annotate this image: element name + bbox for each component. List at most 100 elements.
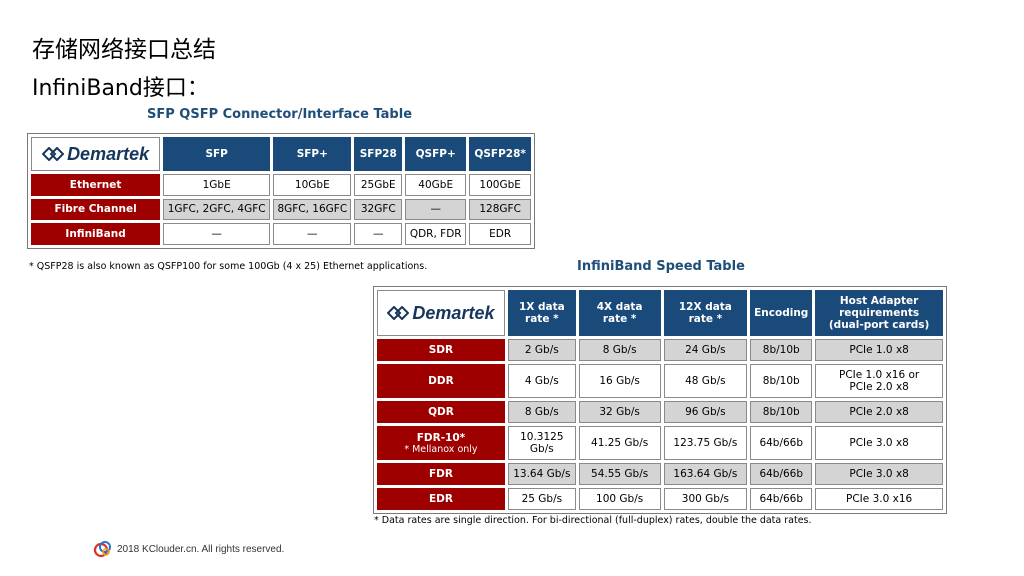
table-cell: 64b/66b <box>750 488 813 510</box>
table-cell: PCIe 2.0 x8 <box>815 401 943 423</box>
table-cell: — <box>273 223 352 245</box>
speed-table-caption: InfiniBand Speed Table <box>577 259 745 274</box>
row-header: InfiniBand <box>31 223 161 245</box>
table-cell: 8 Gb/s <box>507 401 576 423</box>
table-cell-line: 10.3125 <box>520 431 564 443</box>
col-header-line: 1X data <box>518 301 565 313</box>
row-header: SDR <box>377 339 505 361</box>
table-cell: 1GFC, 2GFC, 4GFC <box>163 198 271 221</box>
col-header: Encoding <box>750 290 813 336</box>
table-cell: 32GFC <box>354 198 403 221</box>
table-cell: QDR, FDR <box>405 223 467 245</box>
speed-table-footnote: * Data rates are single direction. For b… <box>374 515 812 526</box>
table-cell: 24 Gb/s <box>663 339 748 361</box>
col-header-line: Host Adapter <box>839 295 919 307</box>
row-header: QDR <box>377 401 505 423</box>
table-cell: — <box>163 223 271 245</box>
col-header: SFP <box>163 137 271 171</box>
table-row: FDR-10* * Mellanox only 10.3125 Gb/s 41.… <box>377 426 943 460</box>
demartek-logo: Demartek <box>31 137 161 171</box>
table-cell: 13.64 Gb/s <box>507 463 576 485</box>
table-cell: 8 Gb/s <box>578 339 661 361</box>
col-header-line: 4X data <box>596 301 643 313</box>
table-cell: PCIe 1.0 x16 or PCIe 2.0 x8 <box>815 364 943 398</box>
row-header: Fibre Channel <box>31 198 161 221</box>
demartek-diamond-icon <box>387 306 410 320</box>
table-cell: PCIe 3.0 x8 <box>815 463 943 485</box>
table-cell: 25 Gb/s <box>507 488 576 510</box>
col-header: QSFP28* <box>469 137 531 171</box>
table-cell: 8GFC, 16GFC <box>273 198 352 221</box>
table-cell: 32 Gb/s <box>578 401 661 423</box>
table-cell: 64b/66b <box>750 463 813 485</box>
demartek-diamond-icon <box>42 147 65 161</box>
table-cell-line: PCIe 1.0 x16 or <box>838 369 920 381</box>
row-header: FDR <box>377 463 505 485</box>
col-header: 1X data rate * <box>507 290 576 336</box>
table-cell: 1GbE <box>163 174 271 196</box>
table-row: SDR 2 Gb/s 8 Gb/s 24 Gb/s 8b/10b PCIe 1.… <box>377 339 943 361</box>
col-header-line: rate * <box>525 313 559 325</box>
table-row: EDR 25 Gb/s 100 Gb/s 300 Gb/s 64b/66b PC… <box>377 488 943 510</box>
kclouder-logo-icon <box>93 541 111 558</box>
table-cell: PCIe 1.0 x8 <box>815 339 943 361</box>
table-cell: — <box>354 223 403 245</box>
table-row: DDR 4 Gb/s 16 Gb/s 48 Gb/s 8b/10b PCIe 1… <box>377 364 943 398</box>
col-header: QSFP+ <box>405 137 467 171</box>
table-cell: 25GbE <box>354 174 403 196</box>
col-header-line: rate * <box>688 313 723 325</box>
row-header-sublabel: * Mellanox only <box>404 443 478 455</box>
table-cell: 10GbE <box>273 174 352 196</box>
table-cell: 48 Gb/s <box>663 364 748 398</box>
table-cell-line: PCIe 2.0 x8 <box>849 381 909 393</box>
table-cell: 8b/10b <box>750 364 813 398</box>
table-cell: PCIe 3.0 x8 <box>815 426 943 460</box>
row-header-label: FDR-10* <box>416 431 466 444</box>
table-row: Ethernet 1GbE 10GbE 25GbE 40GbE 100GbE <box>31 174 531 196</box>
slide-subtitle: InfiniBand接口： <box>32 76 209 101</box>
logo-wordmark: Demartek <box>412 302 495 323</box>
table-cell: 96 Gb/s <box>663 401 748 423</box>
table-cell: 8b/10b <box>750 401 813 423</box>
table-cell: — <box>405 198 467 221</box>
col-header-line: rate * <box>602 313 637 325</box>
col-header: SFP28 <box>354 137 403 171</box>
table-row: Fibre Channel 1GFC, 2GFC, 4GFC 8GFC, 16G… <box>31 198 531 221</box>
table-cell: 64b/66b <box>750 426 813 460</box>
table-row: FDR 13.64 Gb/s 54.55 Gb/s 163.64 Gb/s 64… <box>377 463 943 485</box>
table-row: QDR 8 Gb/s 32 Gb/s 96 Gb/s 8b/10b PCIe 2… <box>377 401 943 423</box>
connector-table-caption: SFP QSFP Connector/Interface Table <box>147 107 413 122</box>
connector-table: Demartek SFP SFP+ SFP28 QSFP+ QSFP28* Et… <box>27 133 535 249</box>
table-cell: 10.3125 Gb/s <box>507 426 576 460</box>
logo-wordmark: Demartek <box>67 143 150 164</box>
table-cell: 300 Gb/s <box>663 488 748 510</box>
table-cell: 128GFC <box>469 198 531 221</box>
copyright-text: 2018 KClouder.cn. All rights reserved. <box>117 543 285 555</box>
connector-table-footnote: * QSFP28 is also known as QSFP100 for so… <box>29 261 428 272</box>
table-cell: 123.75 Gb/s <box>663 426 748 460</box>
col-header: Host Adapter requirements (dual-port car… <box>815 290 943 336</box>
col-header-line: 12X data <box>678 301 732 313</box>
table-cell: 4 Gb/s <box>507 364 576 398</box>
table-cell: 40GbE <box>405 174 467 196</box>
demartek-logo: Demartek <box>377 290 505 336</box>
table-cell: 163.64 Gb/s <box>663 463 748 485</box>
table-cell: 54.55 Gb/s <box>578 463 661 485</box>
table-cell: 100GbE <box>469 174 531 196</box>
table-cell-line: Gb/s <box>529 443 554 455</box>
row-header: DDR <box>377 364 505 398</box>
table-cell: 8b/10b <box>750 339 813 361</box>
table-cell: 41.25 Gb/s <box>578 426 661 460</box>
row-header: Ethernet <box>31 174 161 196</box>
col-header: 4X data rate * <box>578 290 661 336</box>
copyright-footer: 2018 KClouder.cn. All rights reserved. <box>93 539 284 559</box>
col-header: 12X data rate * <box>663 290 748 336</box>
table-cell: EDR <box>469 223 531 245</box>
col-header: SFP+ <box>273 137 352 171</box>
table-cell: 100 Gb/s <box>578 488 661 510</box>
row-header: FDR-10* * Mellanox only <box>377 426 505 460</box>
table-cell: PCIe 3.0 x16 <box>815 488 943 510</box>
col-header-line: requirements <box>839 307 920 319</box>
speed-table: Demartek 1X data rate * 4X data rate * 1… <box>373 286 947 514</box>
table-cell: 2 Gb/s <box>507 339 576 361</box>
